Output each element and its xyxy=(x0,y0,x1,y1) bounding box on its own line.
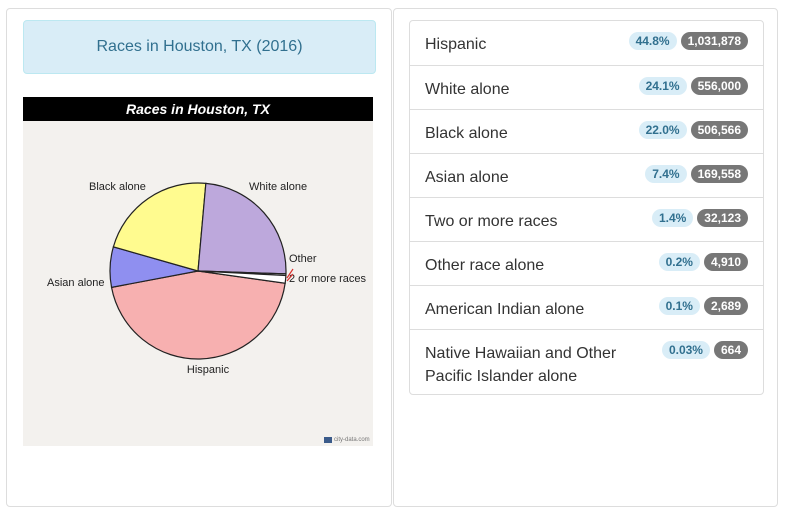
list-item: Black alone 22.0% 506,566 xyxy=(410,109,763,153)
count-badge: 4,910 xyxy=(703,253,748,271)
badges: 44.8% 1,031,878 xyxy=(628,32,748,50)
leader-lines xyxy=(286,268,294,282)
race-label: Hispanic xyxy=(425,36,487,53)
race-label: American Indian alone xyxy=(425,301,585,318)
pie-svg: Hispanic Asian alone Black alone White alon… xyxy=(47,181,367,376)
race-label: Asian alone xyxy=(425,169,509,186)
chart-title-box: Races in Houston, TX (2016) xyxy=(23,20,376,74)
chart-header-title: Races in Houston, TX xyxy=(126,101,270,117)
percent-badge: 0.2% xyxy=(658,253,700,271)
watermark-text: city-data.com xyxy=(334,437,370,443)
slice-label: Hispanic xyxy=(187,364,230,376)
list-item: Hispanic 44.8% 1,031,878 xyxy=(410,21,763,65)
percent-badge: 7.4% xyxy=(645,165,687,183)
left-panel: Races in Houston, TX (2016) Races in Hou… xyxy=(6,8,392,507)
slice-label: Asian alone xyxy=(47,277,105,289)
list-item: Other race alone 0.2% 4,910 xyxy=(410,241,763,285)
count-badge: 32,123 xyxy=(697,209,748,227)
list-item: American Indian alone 0.1% 2,689 xyxy=(410,285,763,329)
race-label: White alone xyxy=(425,81,510,98)
badges: 7.4% 169,558 xyxy=(645,165,748,183)
race-list: Hispanic 44.8% 1,031,878 White alone 24.1… xyxy=(409,20,764,395)
race-label: Two or more races xyxy=(425,213,558,230)
count-badge: 2,689 xyxy=(703,297,748,315)
race-label: Black alone xyxy=(425,125,508,142)
badges: 0.03% 664 xyxy=(661,341,748,359)
percent-badge: 22.0% xyxy=(638,121,687,139)
list-item: Asian alone 7.4% 169,558 xyxy=(410,153,763,197)
percent-badge: 0.1% xyxy=(658,297,700,315)
percent-badge: 0.03% xyxy=(661,341,710,359)
percent-badge: 1.4% xyxy=(651,209,694,227)
percent-badge: 24.1% xyxy=(638,77,687,95)
chart-header: Races in Houston, TX xyxy=(23,97,373,121)
count-badge: 169,558 xyxy=(690,165,748,183)
slice-label: Other xyxy=(289,253,317,265)
count-badge: 1,031,878 xyxy=(680,32,748,50)
badges: 24.1% 556,000 xyxy=(638,77,748,95)
right-panel: Hispanic 44.8% 1,031,878 White alone 24.1… xyxy=(393,8,778,507)
count-badge: 664 xyxy=(713,341,748,359)
pie-slice-black-alone xyxy=(112,182,207,272)
race-label: Other race alone xyxy=(425,257,545,274)
slice-label: Black alone xyxy=(89,181,146,193)
pie-slice-2-or-more-races xyxy=(197,270,287,284)
pie-slice-hispanic xyxy=(110,270,286,360)
slice-label: White alone xyxy=(249,181,307,193)
list-item: Native Hawaiian and Other Pacific Island… xyxy=(410,329,763,394)
badges: 0.2% 4,910 xyxy=(658,253,748,271)
watermark: city-data.com xyxy=(324,437,370,443)
list-item: White alone 24.1% 556,000 xyxy=(410,65,763,109)
race-label: Native Hawaiian and Other Pacific Island… xyxy=(425,345,617,385)
pie-chart: Races in Houston, TX Hispanic Asian alone… xyxy=(23,97,373,446)
badges: 1.4% 32,123 xyxy=(651,209,748,227)
count-badge: 556,000 xyxy=(690,77,748,95)
slice-label: 2 or more races xyxy=(289,273,367,285)
badges: 0.1% 2,689 xyxy=(658,297,748,315)
percent-badge: 44.8% xyxy=(628,32,677,50)
pie-slice-white-alone xyxy=(197,182,287,275)
count-badge: 506,566 xyxy=(690,121,748,139)
chart-title: Races in Houston, TX (2016) xyxy=(96,38,303,55)
list-item: Two or more races 1.4% 32,123 xyxy=(410,197,763,241)
badges: 22.0% 506,566 xyxy=(638,121,748,139)
watermark-logo-icon xyxy=(324,437,332,443)
